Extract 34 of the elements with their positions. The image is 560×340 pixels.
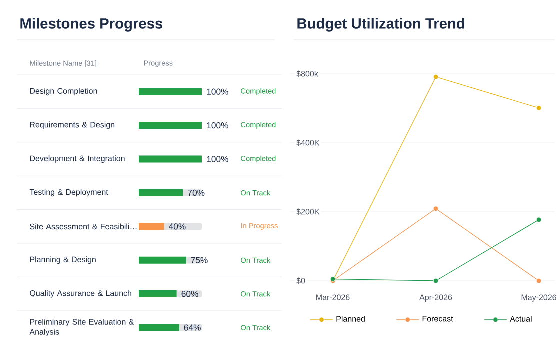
point [536,106,542,111]
y-tick-label: Testing & Deployment [30,189,108,197]
data-label: 100% [207,88,228,95]
y-tick-label: $200K [296,208,320,216]
annotation: $800k [296,70,318,78]
y-tick-label: Design Completion [30,88,98,96]
data-label: 70% [188,190,205,196]
y-tick-label: $0 [296,278,306,284]
y-tick-label: Planning & Design [30,256,96,264]
legend-label: Planned [336,316,365,322]
point [433,74,439,80]
y-tick-label: Preliminary Site Evaluation & Analysis [30,319,134,336]
x-tick-label: Mar-2026 [316,294,350,300]
data-label: 60% [182,290,198,298]
point [536,217,542,223]
data-label: 64% [184,324,201,331]
data-label: 40% [169,224,186,230]
y-tick-label: Requirements & Design [30,122,115,130]
y-tick-label: Site Assessment & Feasibili… [30,224,137,230]
y-tick-label: Quality Assurance & Launch [30,290,132,298]
point [433,206,439,212]
x-tick-label: Apr-2026 [420,294,452,302]
legend-label: Actual [510,316,532,322]
data-label: 100% [207,122,228,129]
y-tick-label: Development & Integration [30,156,125,163]
chart-title: Budget Utilization Trend [298,18,464,32]
data-label: 75% [191,257,208,264]
legend-label: Forecast [422,316,454,322]
point [433,278,439,284]
data-label: 100% [207,156,228,162]
y-tick-label: $400K [296,140,320,146]
chart-title: Milestones Progress [20,18,163,32]
point [536,278,542,284]
x-tick-label: May-2026 [522,294,556,302]
